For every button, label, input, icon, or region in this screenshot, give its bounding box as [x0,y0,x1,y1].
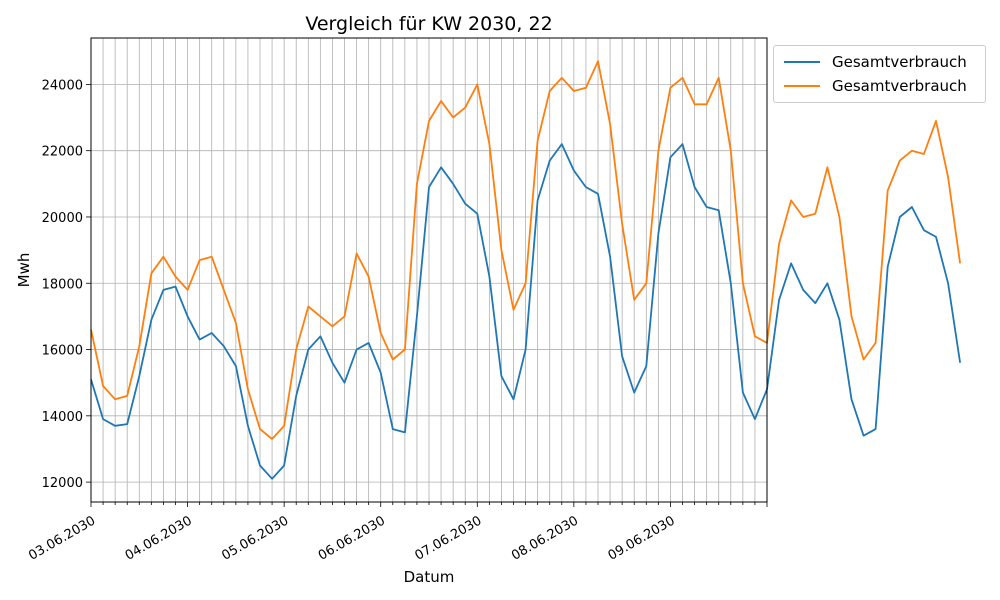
x-tick-label: 09.06.2030 [606,513,678,563]
y-tick-label: 18000 [42,277,83,292]
x-tick-label: 06.06.2030 [316,513,388,563]
y-tick-label: 12000 [42,476,83,491]
x-tick-label: 03.06.2030 [26,513,98,563]
grid-lines [90,38,768,502]
y-axis-label: Mwh [15,253,33,288]
x-tick-label: 07.06.2030 [413,513,485,563]
chart-title: Vergleich für KW 2030, 22 [305,13,552,35]
series-line-1 [90,143,961,480]
y-tick-label: 20000 [42,211,83,226]
y-tick-label: 16000 [42,344,83,359]
x-tick-label: 08.06.2030 [509,513,581,563]
x-tick-label: 04.06.2030 [123,513,195,563]
y-tick-label: 14000 [42,410,83,425]
legend-label-series-1: Gesamtverbrauch [832,53,967,71]
legend-item-series-1: Gesamtverbrauch [784,52,967,72]
y-tick-label: 22000 [42,145,83,160]
legend-label-series-2: Gesamtverbrauch [832,77,967,95]
y-tick-label: 24000 [42,78,83,93]
x-axis-label: Datum [404,568,455,586]
series-line-2 [90,60,961,440]
y-axis: 12000 14000 16000 18000 20000 22000 24000 [42,78,91,491]
x-tick-label: 05.06.2030 [219,513,291,563]
legend-swatch-series-1 [784,61,820,63]
legend-swatch-series-2 [784,85,820,87]
series-lines [90,60,961,480]
x-axis: 03.06.2030 04.06.2030 05.06.2030 06.06.2030… [26,502,768,564]
legend-item-series-2: Gesamtverbrauch [784,76,967,96]
legend: Gesamtverbrauch Gesamtverbrauch [773,45,986,103]
